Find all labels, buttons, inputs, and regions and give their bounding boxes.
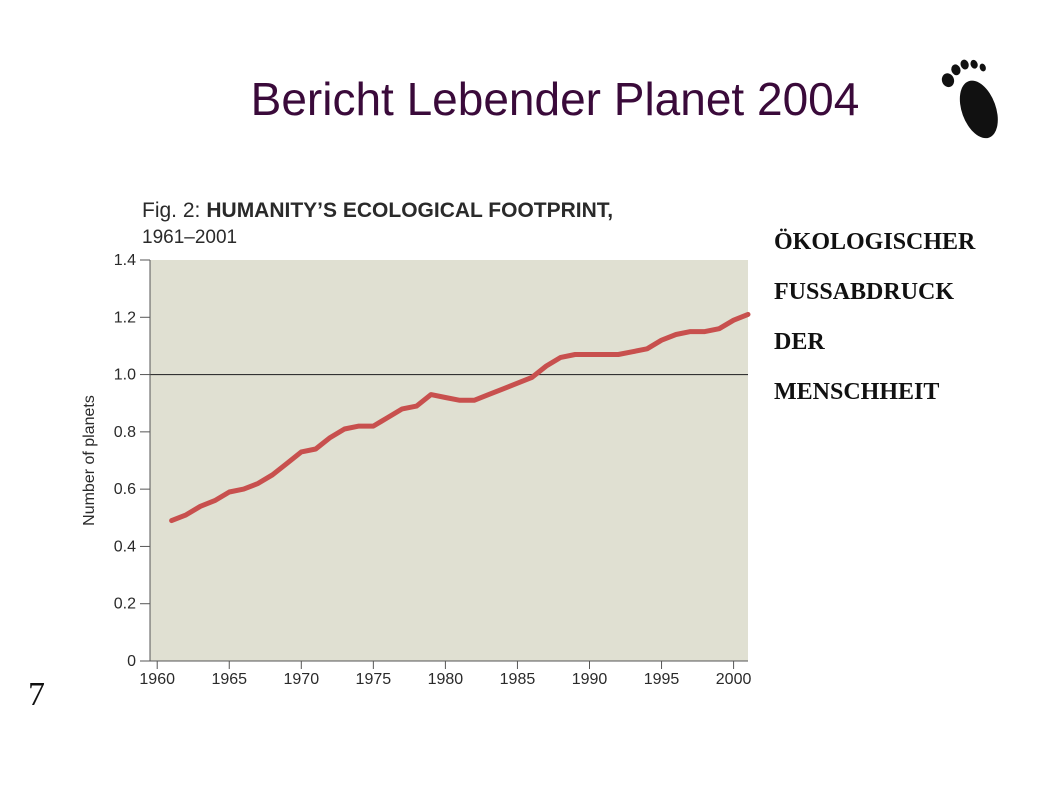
x-tick-label: 1965 bbox=[211, 671, 247, 688]
y-tick-label: 1.0 bbox=[114, 367, 136, 384]
plot-area bbox=[150, 260, 748, 661]
side-text-list: ÖKOLOGISCHER FUSSABDRUCK DER MENSCHHEIT bbox=[774, 220, 975, 420]
chart-title-prefix: Fig. 2: bbox=[142, 199, 200, 222]
slide-title: Bericht Lebender Planet 2004 bbox=[250, 73, 860, 125]
x-tick-label: 1990 bbox=[572, 671, 608, 688]
side-text-line: MENSCHHEIT bbox=[774, 379, 940, 405]
y-tick-label: 1.4 bbox=[114, 252, 136, 269]
ecological-footprint-chart: Fig. 2: HUMANITY’S ECOLOGICAL FOOTPRINT, … bbox=[81, 199, 752, 688]
y-tick-label: 0 bbox=[127, 653, 136, 670]
y-tick-label: 0.6 bbox=[114, 481, 136, 498]
x-tick-label: 1975 bbox=[356, 671, 392, 688]
x-tick-label: 1970 bbox=[284, 671, 320, 688]
footprint-series-line bbox=[169, 311, 751, 524]
x-tick-label: 1980 bbox=[428, 671, 464, 688]
side-text-line: FUSSABDRUCK bbox=[774, 279, 955, 305]
side-text-line: DER bbox=[774, 329, 825, 355]
x-tick-label: 1985 bbox=[500, 671, 536, 688]
chart-title: Fig. 2: HUMANITY’S ECOLOGICAL FOOTPRINT, bbox=[142, 199, 613, 222]
page-number: 7 bbox=[28, 676, 45, 713]
x-tick-label: 2000 bbox=[716, 671, 752, 688]
y-tick-label: 1.2 bbox=[114, 309, 136, 326]
y-axis-label: Number of planets bbox=[81, 395, 98, 526]
x-tick-label: 1995 bbox=[644, 671, 680, 688]
y-tick-label: 0.8 bbox=[114, 424, 136, 441]
chart-subtitle: 1961–2001 bbox=[142, 227, 237, 248]
x-tick-label: 1960 bbox=[139, 671, 175, 688]
y-tick-label: 0.4 bbox=[114, 538, 136, 555]
footprint-icon bbox=[941, 59, 998, 139]
chart-title-main: HUMANITY’S ECOLOGICAL FOOTPRINT, bbox=[206, 199, 613, 222]
side-text-line: ÖKOLOGISCHER bbox=[774, 229, 976, 255]
y-tick-label: 0.2 bbox=[114, 596, 136, 613]
